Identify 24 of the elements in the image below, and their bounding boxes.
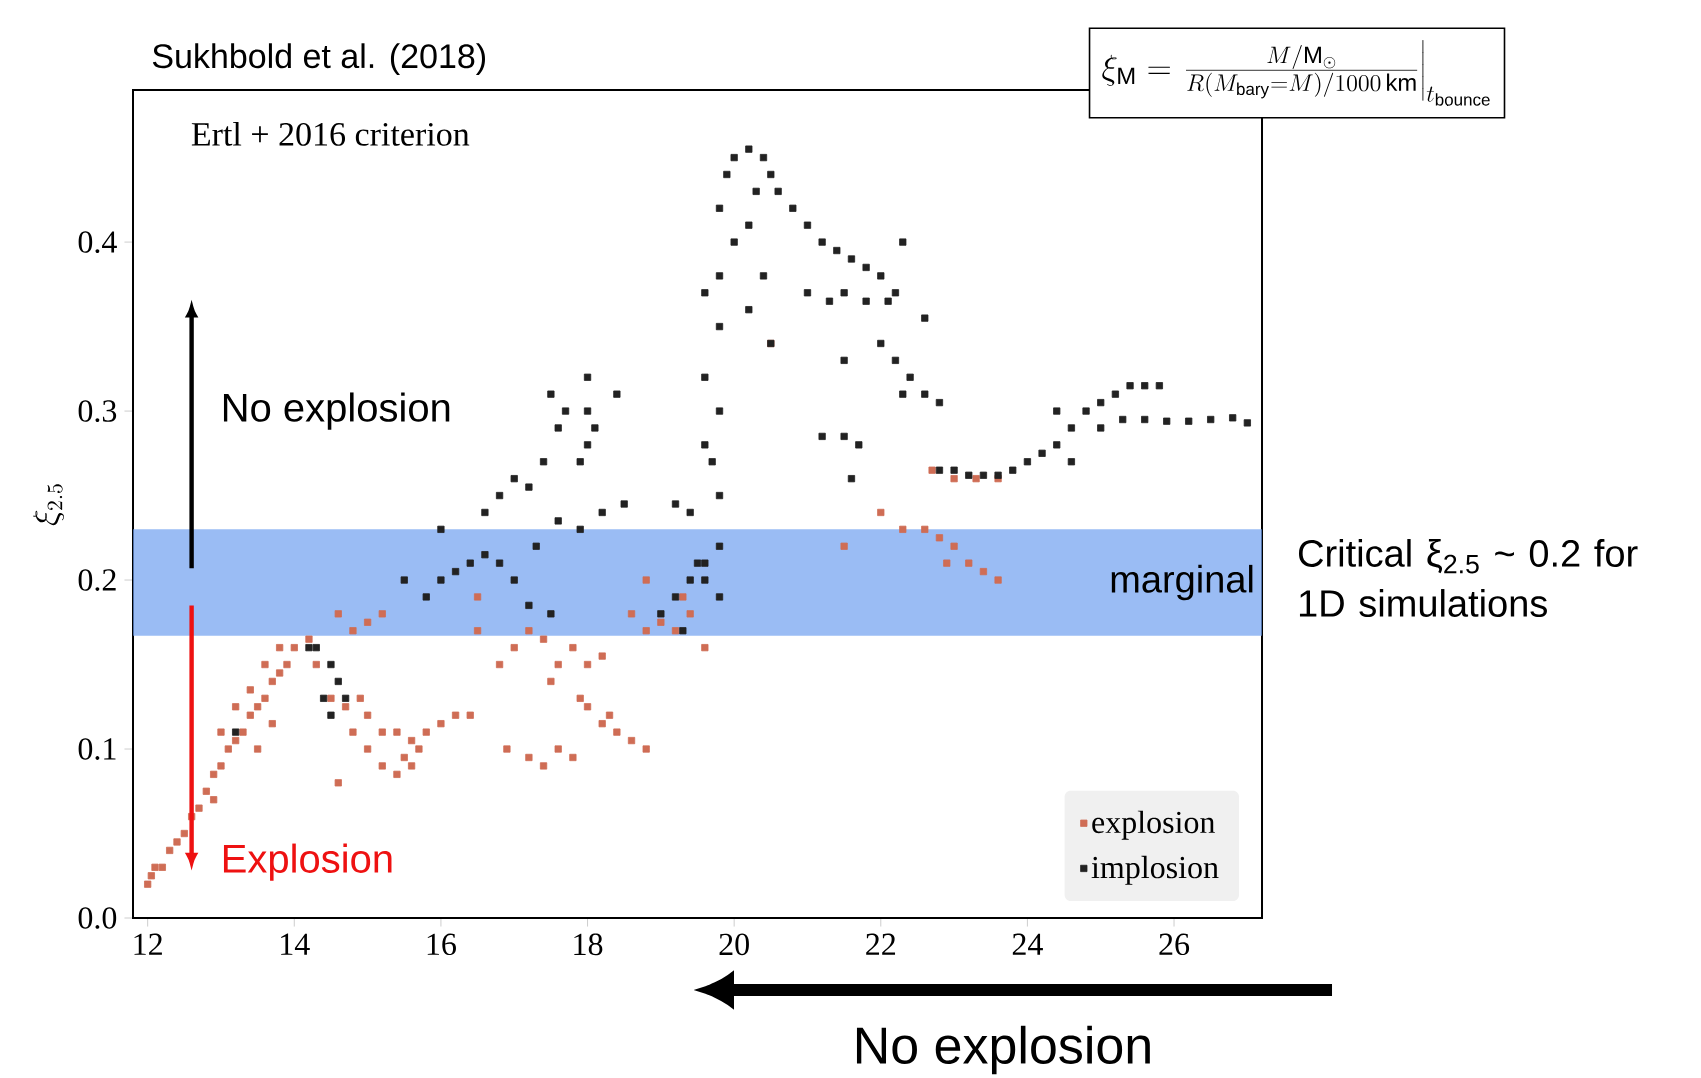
x-tick-label: 20 — [719, 933, 749, 956]
annotation: Ertl + 2016 criterion — [191, 121, 470, 146]
y-tick-label: 0.4 — [78, 231, 117, 253]
x-tick-label: 24 — [1012, 933, 1043, 955]
y-axis-title: $\xi_{2.5}$ — [32, 484, 65, 526]
x-tick-label: 16 — [427, 933, 456, 956]
x-tick-label: 26 — [1159, 933, 1190, 956]
legend-label: explosion — [1092, 810, 1215, 840]
text: No explosion — [856, 1025, 1150, 1075]
x-tick-label: 12 — [134, 933, 162, 955]
band-label: marginal — [1111, 564, 1253, 601]
text: Critical ξ$_{2.5}$ ~ 0.2 for 1D simulations — [1298, 539, 1638, 617]
legend-label: implosion — [1091, 855, 1219, 885]
x-tick-label: 22 — [866, 933, 896, 955]
chart-title: Sukhbold et al. (2018) — [152, 43, 485, 75]
x-tick-label: 14 — [281, 933, 310, 955]
y-tick-label: 0.2 — [78, 569, 116, 591]
x-tick-label: 18 — [574, 933, 603, 956]
y-tick-label: 0.1 — [78, 738, 116, 760]
y-tick-label: 0.3 — [78, 400, 117, 422]
annotation: Explosion — [223, 843, 392, 881]
y-tick-label: 0.0 — [78, 907, 117, 929]
annotation: No explosion — [223, 392, 450, 430]
annotation: $\xi_{\mathrm{M}} = \left.\frac{M/\mathrm{M}_{\odot}}{R(M_{\mathrm{bary}} = M)/1000\,\mathrm{km}}\right|_{t_{\mathrm{bounce}}}$ — [1102, 39, 1490, 106]
